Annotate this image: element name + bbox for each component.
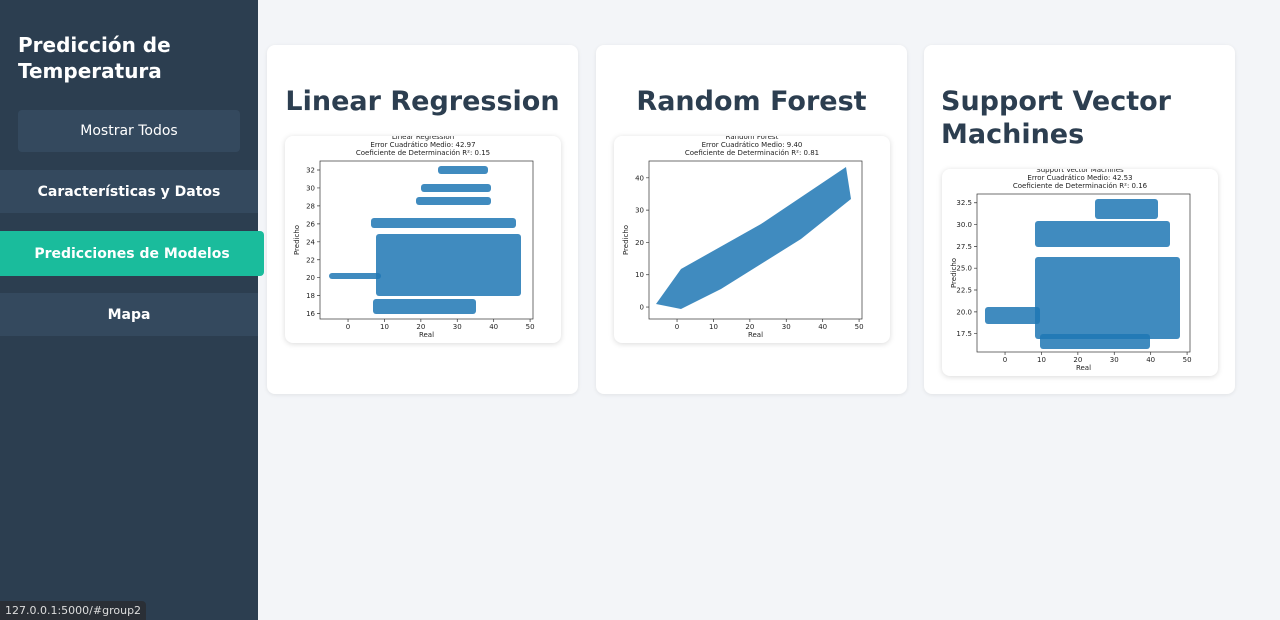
x-tick-label: 0	[345, 323, 349, 331]
y-tick-label: 30	[635, 207, 644, 215]
x-axis-label: Real	[1075, 364, 1090, 372]
plot-title: Support Vector Machines	[1036, 169, 1124, 174]
point-cloud	[984, 199, 1180, 349]
status-bar: 127.0.0.1:5000/#group2	[0, 601, 147, 620]
point-band	[1094, 199, 1158, 219]
plot-subtitle: Error Cuadrático Medio: 42.53	[1027, 174, 1132, 182]
y-tick-label: 20	[306, 274, 315, 282]
plot-subtitle: Coeficiente de Determinación R²: 0.16	[1012, 182, 1147, 190]
y-tick-label: 20	[635, 239, 644, 247]
y-tick-label: 40	[635, 174, 644, 182]
plot-subtitle: Error Cuadrático Medio: 9.40	[701, 141, 802, 149]
y-tick-label: 24	[306, 238, 315, 246]
plot-title: Linear Regression	[391, 136, 453, 141]
x-tick-label: 20	[1073, 356, 1082, 364]
y-tick-label: 32.5	[956, 199, 972, 207]
x-tick-label: 30	[1109, 356, 1118, 364]
menu-button[interactable]: Mostrar Todos	[18, 110, 240, 152]
y-tick-label: 27.5	[956, 243, 972, 251]
x-tick-label: 40	[818, 323, 827, 331]
point-band	[1034, 257, 1180, 339]
x-axis-label: Real	[418, 331, 433, 339]
y-tick-label: 26	[306, 220, 315, 228]
x-tick-label: 0	[674, 323, 678, 331]
menu-button[interactable]: Características y Datos	[0, 170, 258, 213]
x-tick-label: 40	[489, 323, 498, 331]
axes-frame	[319, 160, 533, 320]
point-cloud	[655, 167, 851, 309]
x-tick-label: 20	[416, 323, 425, 331]
x-tick-label: 50	[525, 323, 534, 331]
point-band	[1039, 334, 1150, 349]
point-band	[370, 218, 516, 228]
x-tick-label: 40	[1146, 356, 1155, 364]
point-band	[984, 307, 1040, 324]
point-band	[328, 273, 381, 279]
menu-button[interactable]: Mapa	[0, 293, 258, 336]
plot-title: Random Forest	[725, 136, 778, 141]
y-tick-label: 32	[306, 166, 315, 174]
sidebar: Predicción de Temperatura Mostrar Todos …	[0, 0, 264, 620]
y-tick-label: 16	[306, 310, 315, 318]
y-axis-label: Predicho	[293, 225, 301, 255]
x-tick-label: 10	[1036, 356, 1045, 364]
y-tick-label: 17.5	[956, 330, 972, 338]
y-tick-label: 28	[306, 202, 315, 210]
axes-frame	[976, 193, 1190, 353]
y-axis-label: Predicho	[622, 225, 630, 255]
card-title: Linear Regression	[285, 86, 560, 117]
point-band	[1034, 221, 1170, 247]
point-band	[372, 299, 476, 314]
x-tick-label: 50	[1182, 356, 1191, 364]
x-tick-label: 30	[781, 323, 790, 331]
x-tick-label: 20	[745, 323, 754, 331]
plot-subtitle: Coeficiente de Determinación R²: 0.81	[684, 149, 818, 157]
model-card: Random Forest Random Forest Error Cuadráti…	[596, 45, 907, 394]
x-tick-label: 0	[1002, 356, 1006, 364]
x-tick-label: 30	[452, 323, 461, 331]
y-tick-label: 30	[306, 184, 315, 192]
y-tick-label: 10	[635, 271, 644, 279]
y-tick-label: 18	[306, 292, 315, 300]
model-card: Support Vector Machines Support Vector Ma…	[924, 45, 1235, 394]
y-tick-label: 22.5	[956, 287, 972, 295]
y-tick-label: 25.0	[956, 265, 972, 273]
model-card: Linear Regression Linear Regression Error …	[267, 45, 578, 394]
point-band	[375, 234, 521, 296]
plot-subtitle: Error Cuadrático Medio: 42.97	[370, 141, 475, 149]
point-band	[420, 184, 491, 192]
point-band	[437, 166, 488, 174]
point-band	[655, 167, 851, 309]
y-tick-label: 30.0	[956, 221, 972, 229]
x-tick-label: 10	[708, 323, 717, 331]
y-tick-label: 22	[306, 256, 315, 264]
point-band	[415, 197, 491, 205]
point-cloud	[328, 166, 521, 314]
menu-button-active[interactable]: Predicciones de Modelos	[0, 231, 264, 276]
plot-subtitle: Coeficiente de Determinación R²: 0.15	[355, 149, 489, 157]
sidebar-title: Predicción de Temperatura	[18, 33, 171, 83]
card-title: Support Vector Machines	[941, 86, 1172, 150]
x-axis-label: Real	[747, 331, 762, 339]
y-tick-label: 20.0	[956, 308, 972, 316]
x-tick-label: 50	[854, 323, 863, 331]
y-tick-label: 0	[639, 304, 643, 312]
card-title: Random Forest	[636, 86, 867, 117]
y-axis-label: Predicho	[950, 258, 958, 288]
x-tick-label: 10	[379, 323, 388, 331]
axes-frame	[648, 160, 862, 320]
